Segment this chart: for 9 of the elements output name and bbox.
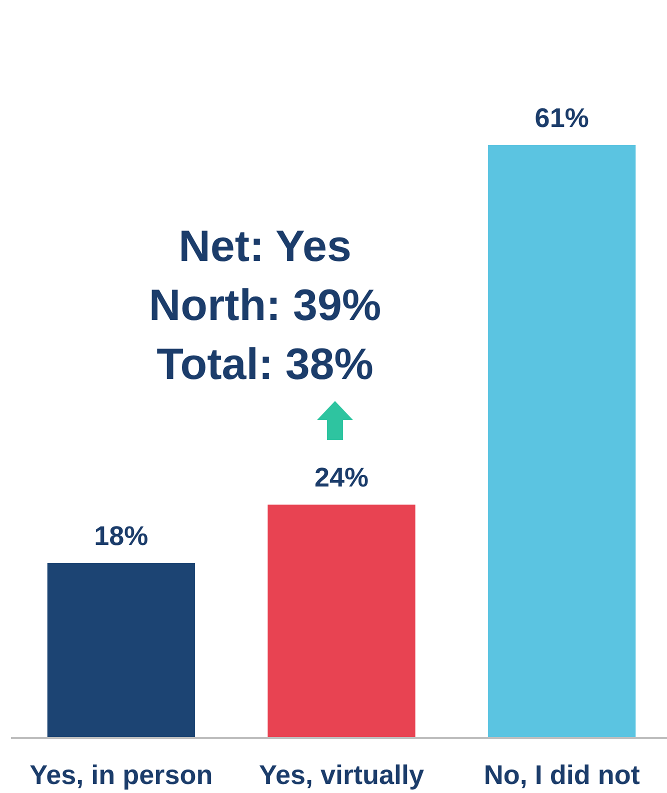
annotation: Total: 38%	[156, 340, 374, 389]
x-tick-label: No, I did not	[484, 760, 640, 790]
data-label: 24%	[314, 462, 369, 493]
annotation: Net: Yes	[178, 222, 352, 271]
x-tick-label: Yes, virtually	[258, 760, 424, 790]
data-label: 61%	[534, 103, 589, 133]
annotation: North: 39%	[148, 281, 382, 330]
data-label: 18%	[94, 521, 148, 552]
x-tick-label: Yes, in person	[30, 760, 213, 790]
